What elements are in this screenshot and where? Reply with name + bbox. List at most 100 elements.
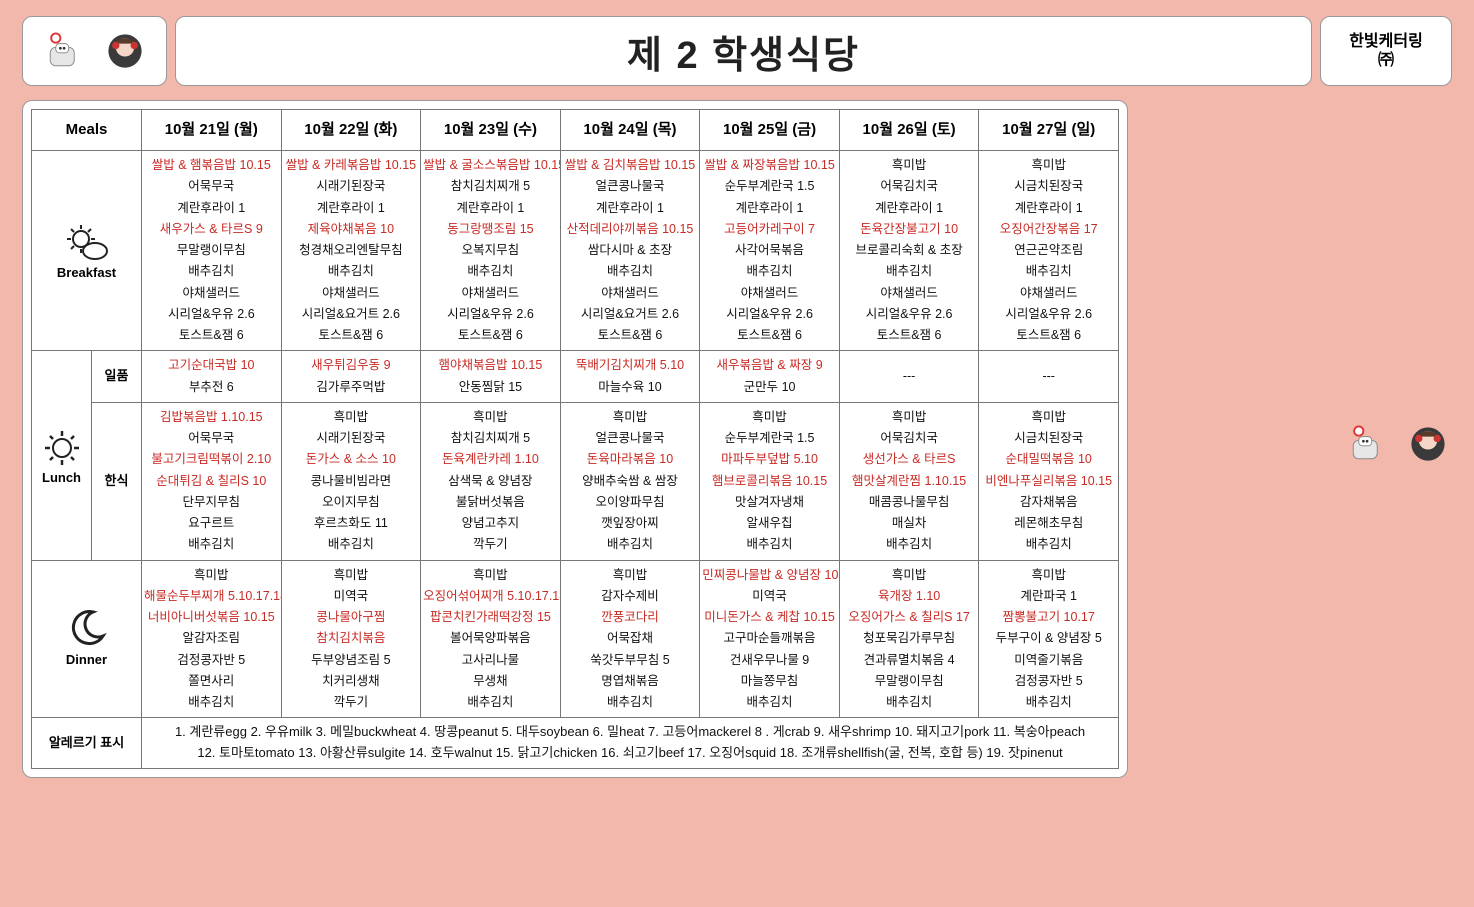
menu-item: 햄야채볶음밥 10.15 <box>423 355 558 376</box>
header-day-4: 10월 25일 (금) <box>700 110 840 151</box>
menu-item: 쫄면사리 <box>144 671 279 692</box>
dinner-day-0: 흑미밥해물순두부찌개 5.10.17.18너비아니버섯볶음 10.15알감자조림… <box>142 560 282 718</box>
lunch-label-cell: Lunch <box>32 351 92 560</box>
menu-item: 미역줄기볶음 <box>981 650 1116 671</box>
menu-item: --- <box>842 366 977 387</box>
menu-item: 명엽채볶음 <box>563 671 698 692</box>
menu-item: 야채샐러드 <box>423 283 558 304</box>
menu-item: 돈육계란카레 1.10 <box>423 449 558 470</box>
menu-item: 계란후라이 1 <box>842 198 977 219</box>
menu-item: 토스트&잼 6 <box>144 325 279 346</box>
menu-item: 흑미밥 <box>144 565 279 586</box>
menu-item: 동그랑땡조림 15 <box>423 219 558 240</box>
header-day-5: 10월 26일 (토) <box>839 110 979 151</box>
menu-item: 미니돈가스 & 케찹 10.15 <box>702 607 837 628</box>
menu-item: 계란후라이 1 <box>284 198 419 219</box>
menu-item: 견과류멸치볶음 4 <box>842 650 977 671</box>
menu-item: 청경채오리엔탈무침 <box>284 240 419 261</box>
menu-item: 배추김치 <box>981 692 1116 713</box>
menu-item: 두부구이 & 양념장 5 <box>981 628 1116 649</box>
menu-item: 고구마순들깨볶음 <box>702 628 837 649</box>
menu-item: 마늘수육 10 <box>563 377 698 398</box>
menu-item: 흑미밥 <box>284 407 419 428</box>
menu-item: 뚝배기김치찌개 5.10 <box>563 355 698 376</box>
menu-item: 레몬해초무침 <box>981 513 1116 534</box>
menu-item: 배추김치 <box>702 534 837 555</box>
menu-item: 해물순두부찌개 5.10.17.18 <box>144 586 279 607</box>
menu-item: 토스트&잼 6 <box>423 325 558 346</box>
menu-item: 야채샐러드 <box>702 283 837 304</box>
menu-item: 검정콩자반 5 <box>144 650 279 671</box>
menu-item: 매콤콩나물무침 <box>842 492 977 513</box>
mascot-icon-left <box>37 27 93 75</box>
menu-item: 감자수제비 <box>563 586 698 607</box>
lunch-hansik-label: 한식 <box>92 402 142 560</box>
menu-item: 흑미밥 <box>563 407 698 428</box>
menu-item: 시리얼&요거트 2.6 <box>563 304 698 325</box>
menu-item: 순대튀김 & 칠리S 10 <box>144 471 279 492</box>
header-day-2: 10월 23일 (수) <box>421 110 561 151</box>
dinner-day-2: 흑미밥오징어섞어찌개 5.10.17.18팝콘치킨가래떡강정 15볼어묵양파볶음… <box>421 560 561 718</box>
lunch-ilpum-day-1: 새우튀김우동 9김가루주먹밥 <box>281 351 421 403</box>
menu-item: 흑미밥 <box>842 407 977 428</box>
menu-item: 깐풍코다리 <box>563 607 698 628</box>
lunch-hansik-day-1: 흑미밥시래기된장국돈가스 & 소스 10콩나물비빔라면오이지무침후르츠화도 11… <box>281 402 421 560</box>
lunch-hansik-day-0: 김밥볶음밥 1.10.15어묵무국불고기크림떡볶이 2.10순대튀김 & 칠리S… <box>142 402 282 560</box>
menu-item: 시래기된장국 <box>284 428 419 449</box>
menu-item: 오징어간장볶음 17 <box>981 219 1116 240</box>
menu-item: 너비아니버섯볶음 10.15 <box>144 607 279 628</box>
menu-item: 쌀밥 & 카레볶음밥 10.15 <box>284 155 419 176</box>
menu-item: 쌀밥 & 김치볶음밥 10.15 <box>563 155 698 176</box>
menu-item: 배추김치 <box>284 534 419 555</box>
breakfast-day-6: 흑미밥시금치된장국계란후라이 1오징어간장볶음 17연근곤약조림배추김치야채샐러… <box>979 151 1119 351</box>
header-day-0: 10월 21일 (월) <box>142 110 282 151</box>
menu-item: 흑미밥 <box>284 565 419 586</box>
menu-item: 김가루주먹밥 <box>284 377 419 398</box>
menu-item: 시금치된장국 <box>981 176 1116 197</box>
menu-item: 배추김치 <box>981 261 1116 282</box>
breakfast-day-3: 쌀밥 & 김치볶음밥 10.15얼큰콩나물국계란후라이 1산적데리야끼볶음 10… <box>560 151 700 351</box>
menu-item: 오징어가스 & 칠리S 17 <box>842 607 977 628</box>
menu-item: 깍두기 <box>423 534 558 555</box>
menu-item: 고사리나물 <box>423 650 558 671</box>
menu-item: 쌀밥 & 짜장볶음밥 10.15 <box>702 155 837 176</box>
menu-item: 오징어섞어찌개 5.10.17.18 <box>423 586 558 607</box>
menu-item: 안동찜닭 15 <box>423 377 558 398</box>
menu-item: 시리얼&요거트 2.6 <box>284 304 419 325</box>
menu-item: 군만두 10 <box>702 377 837 398</box>
header-day-1: 10월 22일 (화) <box>281 110 421 151</box>
menu-item: 검정콩자반 5 <box>981 671 1116 692</box>
menu-item: 토스트&잼 6 <box>284 325 419 346</box>
header-meals: Meals <box>32 110 142 151</box>
menu-item: 김밥볶음밥 1.10.15 <box>144 407 279 428</box>
menu-item: 배추김치 <box>563 534 698 555</box>
menu-item: 순대밀떡볶음 10 <box>981 449 1116 470</box>
menu-item: 토스트&잼 6 <box>702 325 837 346</box>
menu-item: 순두부계란국 1.5 <box>702 428 837 449</box>
menu-item: 토스트&잼 6 <box>981 325 1116 346</box>
menu-item: 청포묵김가루무침 <box>842 628 977 649</box>
menu-item: 부추전 6 <box>144 377 279 398</box>
menu-item: 어묵무국 <box>144 428 279 449</box>
lunch-ilpum-day-4: 새우볶음밥 & 짜장 9군만두 10 <box>700 351 840 403</box>
breakfast-day-2: 쌀밥 & 굴소스볶음밥 10.15참치김치찌개 5계란후라이 1동그랑땡조림 1… <box>421 151 561 351</box>
menu-item: 어묵잡채 <box>563 628 698 649</box>
menu-item: 사각어묵볶음 <box>702 240 837 261</box>
menu-item: 새우가스 & 타르S 9 <box>144 219 279 240</box>
menu-item: 쌀밥 & 햄볶음밥 10.15 <box>144 155 279 176</box>
menu-item: 콩나물비빔라면 <box>284 471 419 492</box>
lunch-hansik-day-4: 흑미밥순두부계란국 1.5마파두부덮밥 5.10햄브로콜리볶음 10.15맛살겨… <box>700 402 840 560</box>
lunch-ilpum-day-5: --- <box>839 351 979 403</box>
menu-item: 배추김치 <box>842 692 977 713</box>
menu-item: 양념고추지 <box>423 513 558 534</box>
menu-item: 마늘쫑무침 <box>702 671 837 692</box>
menu-item: 제육야채볶음 10 <box>284 219 419 240</box>
menu-item: 불닭버섯볶음 <box>423 492 558 513</box>
menu-item: 참치김치찌개 5 <box>423 176 558 197</box>
menu-item: 계란후라이 1 <box>563 198 698 219</box>
menu-item: 시래기된장국 <box>284 176 419 197</box>
menu-item: 계란후라이 1 <box>144 198 279 219</box>
breakfast-day-0: 쌀밥 & 햄볶음밥 10.15어묵무국계란후라이 1새우가스 & 타르S 9무말… <box>142 151 282 351</box>
menu-item: 배추김치 <box>144 534 279 555</box>
menu-item: 새우볶음밥 & 짜장 9 <box>702 355 837 376</box>
